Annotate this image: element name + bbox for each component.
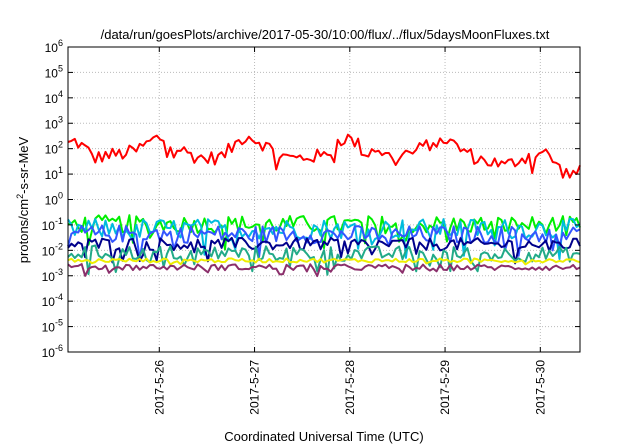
x-axis-label: Coordinated Universal Time (UTC) (224, 429, 423, 444)
x-axis-ticks: 2017-5-26 2017-5-27 2017-5-28 2017-5-29 2017… (152, 47, 547, 415)
series-line-8 (67, 263, 581, 278)
y-tick-label: 102 (45, 140, 63, 157)
series-group (67, 133, 581, 278)
y-tick-label: 10-4 (42, 292, 63, 309)
y-tick-label: 10-5 (42, 318, 63, 335)
x-tick-label: 2017-5-29 (438, 360, 452, 415)
series-line-6 (67, 244, 581, 276)
x-tick-label: 2017-5-30 (533, 360, 547, 415)
y-tick-label: 104 (45, 89, 63, 106)
chart-title: /data/run/goesPlots/archive/2017-05-30/1… (101, 27, 550, 42)
x-tick-label: 2017-5-27 (248, 360, 262, 415)
x-tick-label: 2017-5-26 (152, 360, 166, 415)
y-tick-label: 10-6 (42, 343, 63, 360)
chart-grid (68, 47, 580, 352)
series-line-4 (67, 224, 581, 260)
series-line-1 (67, 133, 581, 179)
y-tick-label: 106 (45, 38, 63, 55)
series-line-7 (67, 257, 581, 266)
y-tick-label: 103 (45, 114, 63, 131)
x-tick-label: 2017-5-28 (343, 360, 357, 415)
series-line-5 (67, 236, 581, 265)
y-tick-label: 105 (45, 63, 63, 80)
y-axis-label: protons/cm2-s-sr-MeV (15, 136, 31, 263)
y-tick-label: 10-3 (42, 267, 63, 284)
y-axis-ticks: 106 105 104 103 102 101 100 10-1 10-2 10-3 10-4 10-… (42, 38, 580, 360)
y-tick-label: 10-2 (42, 241, 63, 258)
y-tick-label: 10-1 (42, 216, 63, 233)
y-tick-label: 100 (45, 191, 63, 208)
y-tick-label: 101 (45, 165, 63, 182)
